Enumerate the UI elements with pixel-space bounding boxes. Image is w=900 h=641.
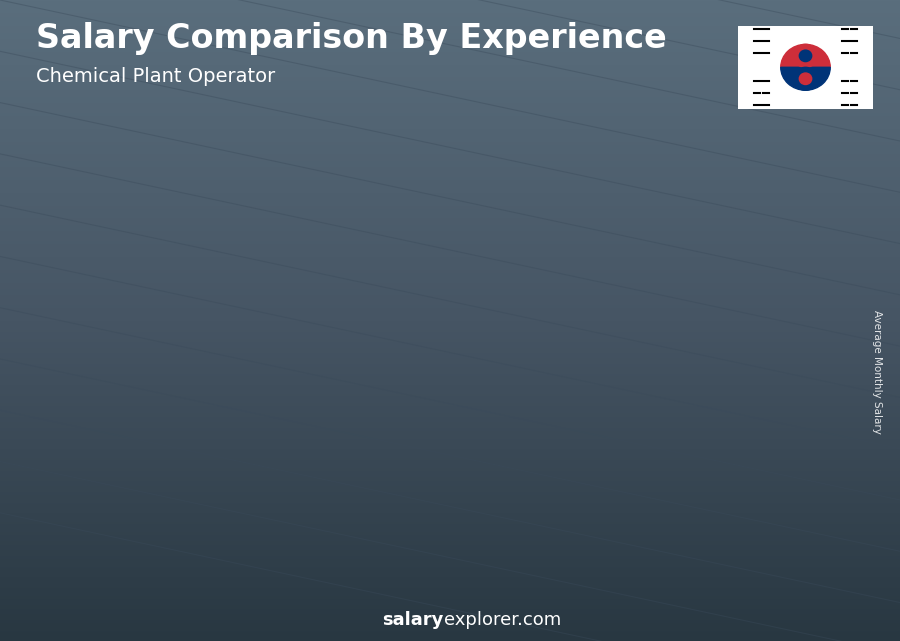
Text: +48%: +48% bbox=[272, 337, 335, 356]
Bar bbox=[581, 284, 646, 577]
Polygon shape bbox=[333, 350, 404, 356]
Circle shape bbox=[799, 73, 812, 85]
Text: explorer.com: explorer.com bbox=[444, 612, 561, 629]
FancyArrowPatch shape bbox=[124, 415, 230, 461]
Wedge shape bbox=[781, 44, 830, 67]
Text: 3,720,000 KRW: 3,720,000 KRW bbox=[414, 289, 510, 303]
Bar bbox=[85, 465, 149, 577]
Polygon shape bbox=[333, 350, 340, 577]
Wedge shape bbox=[781, 67, 830, 90]
FancyArrowPatch shape bbox=[373, 299, 478, 352]
Text: Average Monthly Salary: Average Monthly Salary bbox=[872, 310, 883, 434]
Polygon shape bbox=[581, 276, 589, 577]
Circle shape bbox=[793, 44, 818, 67]
Polygon shape bbox=[457, 300, 464, 577]
FancyArrowPatch shape bbox=[622, 243, 726, 280]
Text: 4,390,000 KRW: 4,390,000 KRW bbox=[690, 241, 787, 254]
Bar bbox=[457, 308, 522, 577]
Text: 4,050,000 KRW: 4,050,000 KRW bbox=[538, 265, 634, 278]
Text: Salary Comparison By Experience: Salary Comparison By Experience bbox=[36, 22, 667, 55]
Text: salary: salary bbox=[382, 612, 444, 629]
Bar bbox=[333, 356, 398, 577]
Polygon shape bbox=[209, 424, 216, 577]
Circle shape bbox=[781, 44, 830, 90]
Polygon shape bbox=[85, 462, 156, 465]
Circle shape bbox=[799, 50, 812, 62]
Circle shape bbox=[793, 67, 818, 90]
Text: 2,060,000 KRW: 2,060,000 KRW bbox=[168, 409, 265, 422]
Polygon shape bbox=[85, 462, 91, 577]
Bar bbox=[209, 428, 274, 577]
Bar bbox=[706, 260, 770, 577]
FancyArrowPatch shape bbox=[498, 267, 602, 304]
Polygon shape bbox=[706, 250, 778, 260]
Text: 3,050,000 KRW: 3,050,000 KRW bbox=[290, 338, 386, 351]
Text: +22%: +22% bbox=[396, 270, 459, 289]
Polygon shape bbox=[457, 300, 529, 308]
Polygon shape bbox=[209, 424, 280, 428]
Polygon shape bbox=[581, 276, 653, 284]
Polygon shape bbox=[706, 250, 713, 577]
Text: +8%: +8% bbox=[652, 224, 701, 243]
FancyArrowPatch shape bbox=[248, 349, 353, 423]
Text: Chemical Plant Operator: Chemical Plant Operator bbox=[36, 67, 275, 87]
Text: 1,540,000 KRW: 1,540,000 KRW bbox=[22, 447, 118, 460]
Text: +9%: +9% bbox=[527, 241, 577, 260]
Text: +34%: +34% bbox=[148, 401, 211, 419]
